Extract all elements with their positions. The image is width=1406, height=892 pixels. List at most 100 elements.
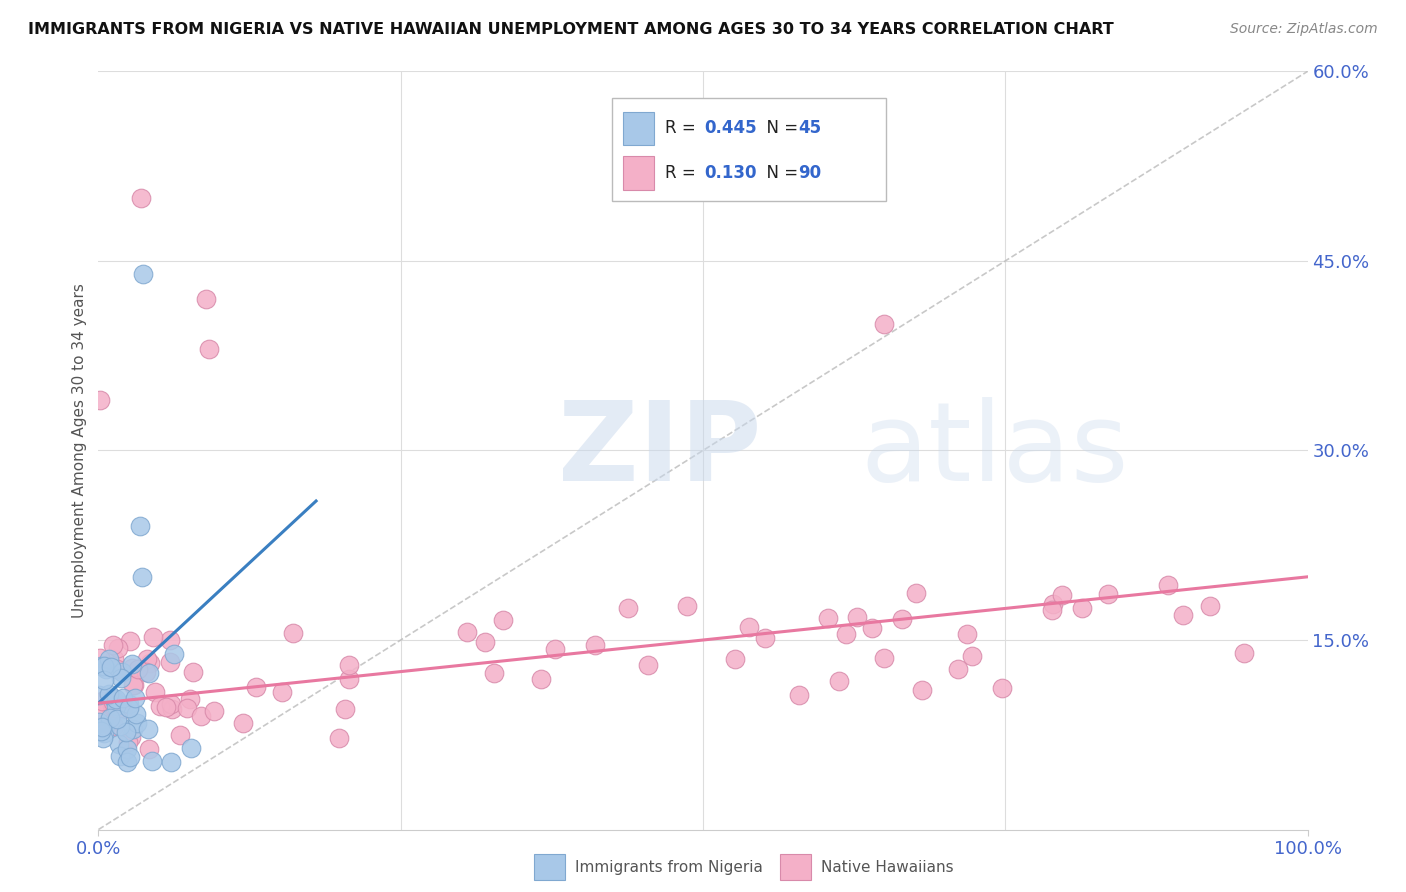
- Point: [122, 723, 145, 737]
- Point: [132, 267, 155, 281]
- Point: [115, 742, 138, 756]
- Point: [1071, 601, 1094, 615]
- Point: [107, 641, 129, 656]
- Point: [135, 665, 157, 679]
- Point: [181, 665, 204, 680]
- Point: [100, 698, 122, 713]
- Point: [103, 652, 125, 666]
- Point: [637, 658, 659, 673]
- Point: [328, 731, 350, 745]
- Point: [89, 392, 111, 407]
- Point: [131, 570, 153, 584]
- Point: [87, 714, 110, 729]
- Text: R =: R =: [665, 120, 702, 137]
- Point: [194, 292, 217, 306]
- Point: [138, 665, 160, 680]
- Point: [91, 731, 114, 745]
- Point: [1097, 587, 1119, 601]
- Point: [169, 728, 191, 742]
- Point: [127, 662, 149, 676]
- Point: [179, 692, 201, 706]
- Point: [98, 710, 121, 724]
- Point: [101, 691, 124, 706]
- Point: [97, 652, 120, 666]
- Point: [337, 673, 360, 687]
- Point: [1040, 603, 1063, 617]
- Point: [738, 619, 761, 633]
- Point: [122, 678, 145, 692]
- Point: [529, 672, 551, 686]
- Point: [111, 690, 134, 705]
- Point: [93, 673, 115, 687]
- Point: [333, 702, 356, 716]
- Point: [136, 722, 159, 736]
- Point: [120, 750, 142, 764]
- Point: [482, 666, 505, 681]
- Point: [93, 659, 115, 673]
- Point: [131, 191, 153, 205]
- Point: [202, 704, 225, 718]
- Point: [118, 697, 141, 711]
- Text: 45: 45: [799, 120, 821, 137]
- Point: [103, 719, 125, 733]
- Point: [159, 655, 181, 669]
- Point: [90, 658, 112, 673]
- Point: [1042, 597, 1064, 611]
- Point: [245, 680, 267, 694]
- Point: [544, 642, 567, 657]
- Point: [724, 651, 747, 665]
- Point: [846, 610, 869, 624]
- Point: [873, 651, 896, 665]
- Point: [118, 701, 141, 715]
- Point: [1050, 588, 1073, 602]
- Point: [754, 631, 776, 645]
- Point: [94, 719, 117, 733]
- Point: [190, 709, 212, 723]
- Point: [955, 627, 977, 641]
- Point: [117, 755, 139, 769]
- Point: [860, 621, 883, 635]
- Point: [110, 672, 132, 686]
- Text: ZIP: ZIP: [558, 397, 761, 504]
- Point: [139, 656, 162, 670]
- Point: [675, 599, 697, 614]
- Point: [135, 652, 157, 666]
- Point: [828, 674, 851, 689]
- Point: [1233, 646, 1256, 660]
- Point: [946, 662, 969, 676]
- Text: R =: R =: [665, 164, 702, 182]
- Point: [159, 755, 181, 769]
- Point: [117, 735, 139, 749]
- Point: [180, 740, 202, 755]
- Point: [115, 724, 138, 739]
- Point: [962, 648, 984, 663]
- Text: Native Hawaiians: Native Hawaiians: [821, 860, 953, 874]
- Point: [991, 681, 1014, 696]
- Point: [159, 632, 181, 647]
- Point: [93, 704, 115, 718]
- Point: [100, 659, 122, 673]
- Point: [108, 737, 131, 751]
- Point: [104, 692, 127, 706]
- Point: [98, 687, 121, 701]
- Point: [232, 716, 254, 731]
- Point: [835, 627, 858, 641]
- Point: [121, 661, 143, 675]
- Point: [93, 725, 115, 739]
- Point: [337, 658, 360, 673]
- Point: [474, 635, 496, 649]
- Point: [271, 685, 294, 699]
- Point: [120, 634, 142, 648]
- Point: [108, 748, 131, 763]
- Point: [91, 720, 114, 734]
- Point: [124, 691, 146, 706]
- Text: N =: N =: [756, 164, 804, 182]
- Point: [90, 694, 112, 708]
- Point: [905, 586, 928, 600]
- Point: [90, 723, 112, 738]
- Point: [121, 657, 143, 671]
- Point: [142, 630, 165, 644]
- Point: [155, 700, 177, 714]
- Point: [617, 601, 640, 615]
- Text: IMMIGRANTS FROM NIGERIA VS NATIVE HAWAIIAN UNEMPLOYMENT AMONG AGES 30 TO 34 YEAR: IMMIGRANTS FROM NIGERIA VS NATIVE HAWAII…: [28, 22, 1114, 37]
